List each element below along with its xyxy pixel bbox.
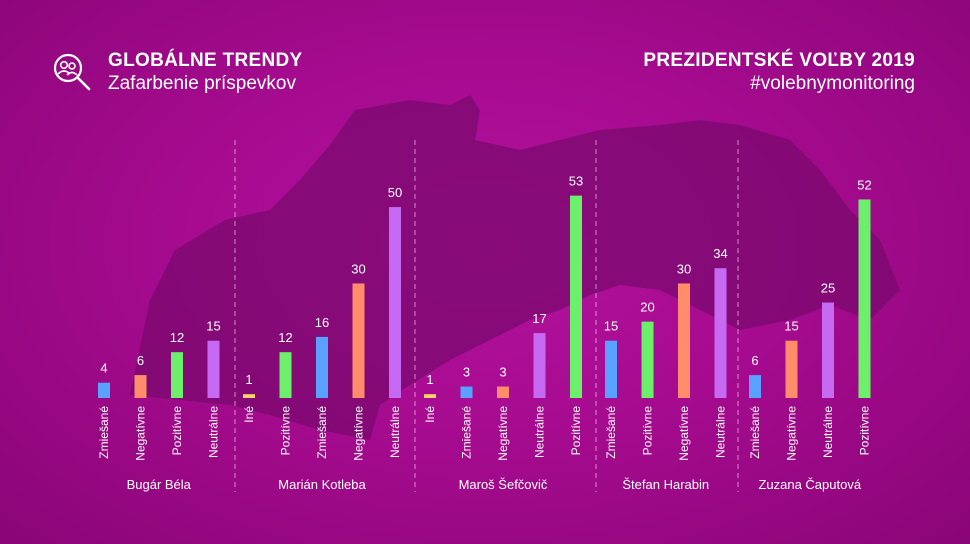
data-label: 17 bbox=[532, 311, 546, 326]
category-label: Neutrálne bbox=[533, 406, 547, 458]
group-label: Maroš Šefčovič bbox=[459, 477, 548, 492]
bars-layer: 4 Zmiešané 6 Negatívne 12 Pozitívne 15 Neutráln… bbox=[97, 140, 872, 492]
category-label: Negatívne bbox=[134, 406, 148, 461]
bar bbox=[749, 375, 761, 398]
data-label: 52 bbox=[857, 177, 871, 192]
bar bbox=[98, 382, 110, 398]
bar bbox=[279, 352, 292, 398]
group-label: Zuzana Čaputová bbox=[758, 477, 861, 492]
slovakia-map-silhouette bbox=[130, 95, 900, 440]
data-label: 16 bbox=[315, 315, 329, 330]
category-label: Iné bbox=[423, 406, 437, 423]
magnifier-people-icon bbox=[53, 53, 91, 91]
category-label: Iné bbox=[242, 406, 256, 423]
bar bbox=[460, 386, 473, 398]
hashtag: #volebnymonitoring bbox=[750, 73, 915, 94]
page-subtitle: Zafarbenie príspevkov bbox=[108, 73, 296, 94]
bar bbox=[134, 375, 147, 398]
category-label: Pozitívne bbox=[170, 406, 184, 456]
category-label: Pozitívne bbox=[641, 406, 655, 456]
group-label: Štefan Harabin bbox=[622, 477, 709, 492]
category-label: Zmiešané bbox=[460, 406, 474, 459]
header-right: PREZIDENTSKÉ VOĽBY 2019 #volebnymonitori… bbox=[643, 50, 915, 96]
category-label: Neutrálne bbox=[714, 406, 728, 458]
category-label: Neutrálne bbox=[207, 406, 221, 458]
category-label: Negatívne bbox=[677, 406, 691, 461]
data-label: 3 bbox=[463, 365, 470, 380]
bar bbox=[243, 394, 255, 398]
data-label: 20 bbox=[640, 300, 654, 315]
category-label: Zmiešané bbox=[604, 406, 618, 459]
election-title: PREZIDENTSKÉ VOĽBY 2019 bbox=[643, 50, 915, 71]
category-label: Negatívne bbox=[785, 406, 799, 461]
bar bbox=[352, 283, 365, 398]
bar bbox=[533, 333, 546, 398]
data-label: 15 bbox=[784, 319, 798, 334]
category-label: Zmiešané bbox=[315, 406, 329, 459]
bar bbox=[605, 340, 617, 398]
data-label: 34 bbox=[713, 246, 727, 261]
bar bbox=[171, 352, 183, 398]
data-label: 50 bbox=[388, 185, 402, 200]
data-label: 1 bbox=[426, 372, 433, 387]
bar bbox=[424, 394, 436, 398]
data-label: 25 bbox=[821, 281, 835, 296]
bar bbox=[641, 321, 654, 398]
category-label: Negatívne bbox=[496, 406, 510, 461]
category-label: Pozitívne bbox=[569, 406, 583, 456]
bar bbox=[316, 336, 328, 398]
data-label: 15 bbox=[206, 319, 220, 334]
category-label: Zmiešané bbox=[97, 406, 111, 459]
data-label: 30 bbox=[351, 261, 365, 276]
data-label: 53 bbox=[569, 174, 583, 189]
bar bbox=[678, 283, 690, 398]
bar bbox=[207, 340, 220, 398]
data-label: 6 bbox=[751, 353, 758, 368]
category-label: Pozitívne bbox=[279, 406, 293, 456]
group-label: Marián Kotleba bbox=[278, 477, 366, 492]
bar bbox=[858, 199, 871, 398]
data-label: 30 bbox=[677, 261, 691, 276]
data-label: 12 bbox=[278, 330, 292, 345]
group-label: Bugár Béla bbox=[127, 477, 192, 492]
bar bbox=[389, 207, 401, 398]
bar bbox=[570, 195, 582, 398]
page-title: GLOBÁLNE TRENDY bbox=[108, 50, 303, 71]
data-label: 3 bbox=[499, 365, 506, 380]
category-label: Zmiešané bbox=[748, 406, 762, 459]
category-label: Neutrálne bbox=[821, 406, 835, 458]
data-label: 1 bbox=[245, 372, 252, 387]
category-label: Neutrálne bbox=[388, 406, 402, 458]
header-left: GLOBÁLNE TRENDY Zafarbenie príspevkov bbox=[50, 50, 303, 96]
data-label: 4 bbox=[100, 361, 107, 376]
bar bbox=[714, 268, 727, 398]
data-label: 15 bbox=[604, 319, 618, 334]
bar bbox=[497, 386, 509, 398]
data-label: 6 bbox=[137, 353, 144, 368]
bar bbox=[822, 302, 834, 398]
category-label: Negatívne bbox=[352, 406, 366, 461]
bar bbox=[785, 340, 798, 398]
category-label: Pozitívne bbox=[858, 406, 872, 456]
data-label: 12 bbox=[170, 330, 184, 345]
